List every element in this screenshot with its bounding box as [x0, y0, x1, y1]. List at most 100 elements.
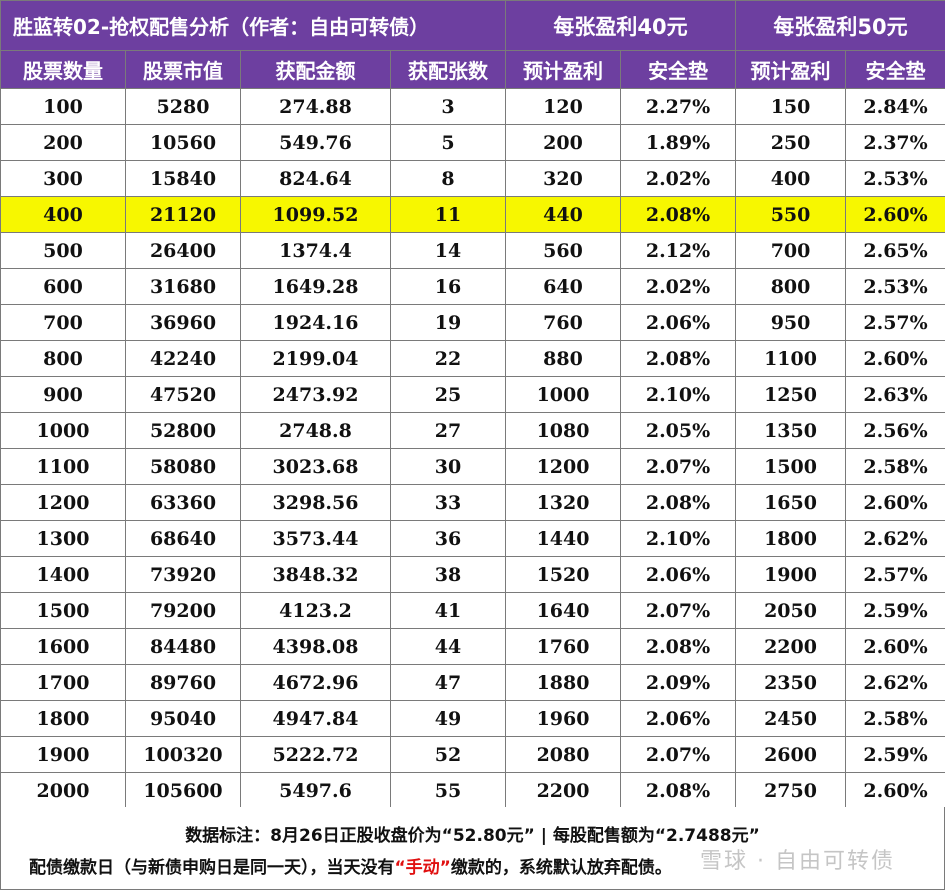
cell-market-value: 31680	[125, 268, 241, 305]
cell-market-value: 5280	[125, 88, 241, 125]
group-header-profit40: 每张盈利40元	[505, 0, 737, 51]
cell-allotted-count: 22	[389, 340, 507, 377]
table-row: 1400 73920 3848.32 38 1520 2.06% 1900 2.57%	[0, 556, 945, 593]
table-row: 100 5280 274.88 3 120 2.27% 150 2.84%	[0, 88, 945, 125]
cell-profit-50: 550	[735, 196, 847, 233]
table-row: 2000 105600 5497.6 55 2200 2.08% 2750 2.60%	[0, 772, 945, 809]
table-row: 300 15840 824.64 8 320 2.02% 400 2.53%	[0, 160, 945, 197]
cell-allotted-count: 38	[389, 556, 507, 593]
cell-allotted-count: 16	[389, 268, 507, 305]
cell-allotted-count: 44	[389, 628, 507, 665]
cell-profit-40: 440	[505, 196, 622, 233]
cell-shares: 900	[0, 376, 126, 413]
cell-safety-40: 2.10%	[620, 376, 737, 413]
cell-profit-40: 1880	[505, 664, 622, 701]
table-row: 1700 89760 4672.96 47 1880 2.09% 2350 2.62%	[0, 664, 945, 701]
cell-profit-50: 1900	[735, 556, 847, 593]
table-row: 700 36960 1924.16 19 760 2.06% 950 2.57%	[0, 304, 945, 341]
cell-profit-50: 1650	[735, 484, 847, 521]
allotment-table: 胜蓝转02-抢权配售分析（作者：自由可转债） 每张盈利40元 每张盈利50元 股…	[0, 0, 945, 809]
cell-allotted-amount: 5497.6	[240, 772, 391, 809]
cell-allotted-count: 25	[389, 376, 507, 413]
cell-allotted-count: 3	[389, 88, 507, 125]
table-row: 1300 68640 3573.44 36 1440 2.10% 1800 2.62%	[0, 520, 945, 557]
cell-safety-50: 2.57%	[845, 304, 945, 341]
column-header-row: 股票数量 股票市值 获配金额 获配张数 预计盈利 安全垫 预计盈利 安全垫	[0, 50, 945, 89]
cell-market-value: 79200	[125, 592, 241, 629]
table-row: 900 47520 2473.92 25 1000 2.10% 1250 2.63%	[0, 376, 945, 413]
cell-shares: 800	[0, 340, 126, 377]
cell-allotted-count: 5	[389, 124, 507, 161]
cell-shares: 1200	[0, 484, 126, 521]
table-row-highlighted: 400 21120 1099.52 11 440 2.08% 550 2.60%	[0, 196, 945, 233]
cell-shares: 300	[0, 160, 126, 197]
cell-profit-50: 1500	[735, 448, 847, 485]
cell-profit-50: 2750	[735, 772, 847, 809]
cell-allotted-amount: 4398.08	[240, 628, 391, 665]
cell-profit-50: 250	[735, 124, 847, 161]
cell-safety-40: 2.05%	[620, 412, 737, 449]
cell-safety-40: 1.89%	[620, 124, 737, 161]
table-title: 胜蓝转02-抢权配售分析（作者：自由可转债）	[0, 0, 507, 51]
cell-safety-40: 2.08%	[620, 340, 737, 377]
cell-market-value: 95040	[125, 700, 241, 737]
cell-profit-40: 880	[505, 340, 622, 377]
col-header-safety-50: 安全垫	[845, 50, 945, 89]
cell-profit-40: 2200	[505, 772, 622, 809]
table-row: 500 26400 1374.4 14 560 2.12% 700 2.65%	[0, 232, 945, 269]
cell-market-value: 89760	[125, 664, 241, 701]
cell-market-value: 105600	[125, 772, 241, 809]
cell-allotted-count: 55	[389, 772, 507, 809]
cell-allotted-amount: 2473.92	[240, 376, 391, 413]
cell-profit-50: 2600	[735, 736, 847, 773]
cell-profit-40: 760	[505, 304, 622, 341]
cell-profit-50: 2050	[735, 592, 847, 629]
cell-safety-40: 2.09%	[620, 664, 737, 701]
cell-shares: 1500	[0, 592, 126, 629]
cell-allotted-count: 27	[389, 412, 507, 449]
cell-safety-50: 2.62%	[845, 520, 945, 557]
cell-allotted-amount: 1374.4	[240, 232, 391, 269]
cell-allotted-amount: 4123.2	[240, 592, 391, 629]
cell-shares: 100	[0, 88, 126, 125]
table-row: 200 10560 549.76 5 200 1.89% 250 2.37%	[0, 124, 945, 161]
cell-market-value: 21120	[125, 196, 241, 233]
cell-safety-50: 2.37%	[845, 124, 945, 161]
cell-safety-40: 2.12%	[620, 232, 737, 269]
col-header-profit-50: 预计盈利	[735, 50, 847, 89]
cell-allotted-count: 36	[389, 520, 507, 557]
cell-safety-40: 2.08%	[620, 628, 737, 665]
cell-allotted-amount: 549.76	[240, 124, 391, 161]
cell-market-value: 36960	[125, 304, 241, 341]
cell-profit-40: 1000	[505, 376, 622, 413]
cell-safety-50: 2.53%	[845, 160, 945, 197]
col-header-allotted-amount: 获配金额	[240, 50, 391, 89]
col-header-market-value: 股票市值	[125, 50, 241, 89]
cell-allotted-count: 14	[389, 232, 507, 269]
table-row: 800 42240 2199.04 22 880 2.08% 1100 2.60%	[0, 340, 945, 377]
cell-shares: 1800	[0, 700, 126, 737]
cell-allotted-amount: 4672.96	[240, 664, 391, 701]
title-row: 胜蓝转02-抢权配售分析（作者：自由可转债） 每张盈利40元 每张盈利50元	[0, 0, 945, 51]
cell-profit-40: 2080	[505, 736, 622, 773]
table-row: 600 31680 1649.28 16 640 2.02% 800 2.53%	[0, 268, 945, 305]
cell-market-value: 63360	[125, 484, 241, 521]
cell-profit-40: 1080	[505, 412, 622, 449]
col-header-safety-40: 安全垫	[620, 50, 737, 89]
cell-profit-50: 700	[735, 232, 847, 269]
cell-profit-50: 2450	[735, 700, 847, 737]
cell-allotted-amount: 3298.56	[240, 484, 391, 521]
cell-profit-50: 1800	[735, 520, 847, 557]
cell-allotted-amount: 824.64	[240, 160, 391, 197]
cell-profit-50: 800	[735, 268, 847, 305]
table-row: 1100 58080 3023.68 30 1200 2.07% 1500 2.58%	[0, 448, 945, 485]
cell-shares: 400	[0, 196, 126, 233]
cell-profit-40: 1440	[505, 520, 622, 557]
cell-allotted-amount: 2748.8	[240, 412, 391, 449]
cell-shares: 200	[0, 124, 126, 161]
cell-safety-50: 2.60%	[845, 196, 945, 233]
cell-shares: 1600	[0, 628, 126, 665]
cell-safety-40: 2.07%	[620, 448, 737, 485]
cell-profit-40: 1200	[505, 448, 622, 485]
